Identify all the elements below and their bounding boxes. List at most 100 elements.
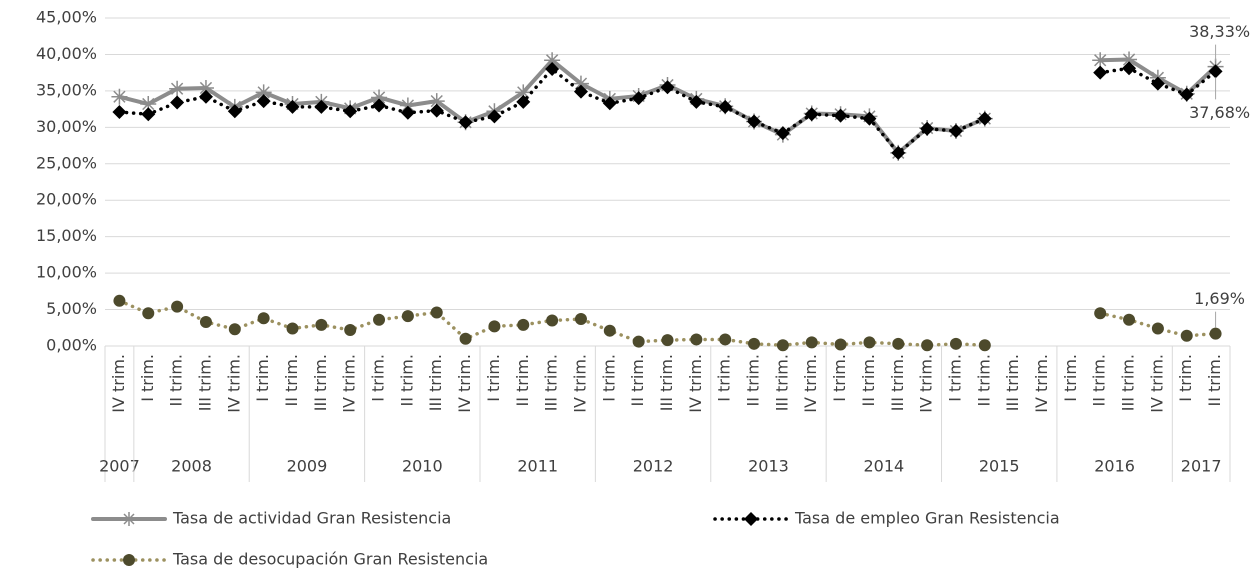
marker <box>574 313 587 326</box>
year-label: 2015 <box>979 457 1020 476</box>
marker <box>748 337 761 350</box>
marker <box>343 104 358 119</box>
x-tick-label: I trim. <box>830 354 849 402</box>
marker <box>718 99 733 114</box>
marker <box>399 97 416 114</box>
x-tick-label: IV trim. <box>801 354 820 413</box>
marker <box>516 94 531 109</box>
x-tick-label: II trim. <box>1090 354 1109 407</box>
marker <box>141 107 156 122</box>
marker <box>1093 65 1108 80</box>
marker <box>488 320 501 333</box>
data-label: 1,69% <box>1194 289 1245 308</box>
marker <box>805 336 818 349</box>
x-tick-label: IV trim. <box>1032 354 1051 413</box>
marker <box>949 337 962 350</box>
data-label: 37,68% <box>1189 103 1250 122</box>
marker <box>227 104 242 119</box>
x-tick-label: I trim. <box>253 354 272 402</box>
marker <box>458 115 473 130</box>
x-tick-label: II trim. <box>744 354 763 407</box>
x-tick-label: IV trim. <box>224 354 243 413</box>
marker <box>1092 52 1109 69</box>
x-tick-label: I trim. <box>138 354 157 402</box>
y-tick-label: 15,00% <box>36 226 97 245</box>
year-label: 2016 <box>1094 457 1135 476</box>
x-tick-label: I trim. <box>1061 354 1080 402</box>
marker <box>833 108 848 123</box>
marker <box>314 99 329 114</box>
x-tick-label: IV trim. <box>455 354 474 413</box>
legend-label: Tasa de actividad Gran Resistencia <box>172 509 451 528</box>
series-line <box>117 57 1218 155</box>
y-tick-label: 25,00% <box>36 153 97 172</box>
marker <box>747 114 762 129</box>
marker <box>113 294 126 307</box>
legend-marker <box>123 554 135 566</box>
marker <box>1150 76 1165 91</box>
x-tick-label: III trim. <box>426 354 445 411</box>
x-tick-label: II trim. <box>167 354 186 407</box>
marker <box>1208 64 1223 79</box>
y-tick-label: 20,00% <box>36 190 97 209</box>
y-tick-label: 45,00% <box>36 8 97 27</box>
marker <box>1209 327 1222 340</box>
marker <box>198 89 213 104</box>
year-label: 2014 <box>863 457 904 476</box>
marker <box>544 52 561 69</box>
marker <box>315 318 328 331</box>
marker <box>631 91 646 106</box>
marker <box>1094 307 1107 320</box>
x-tick-label: IV trim. <box>340 354 359 413</box>
y-tick-label: 5,00% <box>46 299 97 318</box>
marker <box>517 318 530 331</box>
year-label: 2007 <box>99 457 140 476</box>
x-tick-label: II trim. <box>397 354 416 407</box>
marker <box>199 315 212 328</box>
y-tick-label: 40,00% <box>36 44 97 63</box>
marker <box>169 80 186 97</box>
x-tick-label: II trim. <box>974 354 993 407</box>
marker <box>804 107 819 122</box>
x-tick-label: I trim. <box>1176 354 1195 402</box>
marker <box>719 333 732 346</box>
marker <box>862 111 877 126</box>
y-tick-label: 35,00% <box>36 80 97 99</box>
marker <box>863 336 876 349</box>
marker <box>1151 322 1164 335</box>
y-tick-label: 0,00% <box>46 336 97 355</box>
marker <box>286 322 299 335</box>
x-tick-label: IV trim. <box>109 354 128 413</box>
x-tick-label: IV trim. <box>1147 354 1166 413</box>
marker <box>112 105 127 120</box>
marker <box>344 323 357 336</box>
marker <box>545 62 560 77</box>
year-label: 2010 <box>402 457 443 476</box>
legend-marker <box>744 512 758 526</box>
legend-label: Tasa de empleo Gran Resistencia <box>794 509 1060 528</box>
x-tick-label: II trim. <box>859 354 878 407</box>
legend-label: Tasa de desocupación Gran Resistencia <box>172 550 488 569</box>
marker <box>775 126 790 141</box>
x-tick-label: III trim. <box>542 354 561 411</box>
marker <box>111 88 128 105</box>
marker <box>142 307 155 320</box>
marker <box>921 339 934 352</box>
marker <box>515 84 532 101</box>
y-tick-label: 10,00% <box>36 263 97 282</box>
marker <box>171 300 184 313</box>
marker <box>228 323 241 336</box>
year-label: 2012 <box>633 457 674 476</box>
marker <box>372 98 387 113</box>
marker <box>373 313 386 326</box>
marker <box>1121 51 1138 68</box>
marker <box>400 105 415 120</box>
x-tick-label: III trim. <box>1003 354 1022 411</box>
x-tick-label: I trim. <box>945 354 964 402</box>
marker <box>459 332 472 345</box>
marker <box>255 84 272 101</box>
x-tick-label: I trim. <box>715 354 734 402</box>
marker <box>430 306 443 319</box>
marker <box>920 121 935 136</box>
